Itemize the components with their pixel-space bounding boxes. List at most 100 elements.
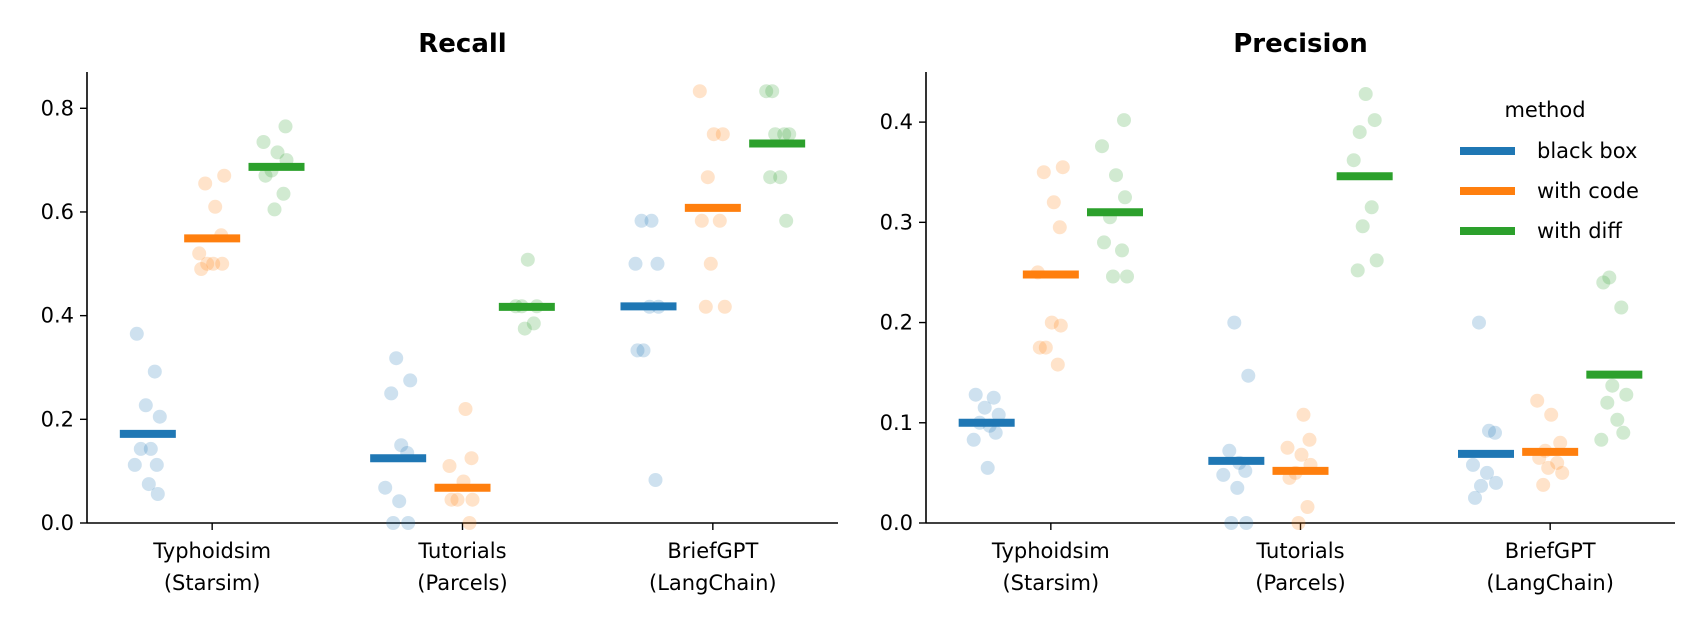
data-point xyxy=(980,460,995,475)
y-tick-label: 0.1 xyxy=(880,411,913,435)
data-point xyxy=(192,246,207,261)
data-point xyxy=(1118,190,1132,205)
data-point xyxy=(773,170,788,185)
y-tick-label: 0.0 xyxy=(41,511,74,535)
data-point xyxy=(1474,478,1488,493)
data-point xyxy=(1480,465,1494,480)
data-point xyxy=(1367,113,1382,128)
data-point xyxy=(1369,253,1384,268)
data-point xyxy=(150,487,165,501)
data-point xyxy=(779,213,794,228)
data-point xyxy=(1230,480,1245,495)
data-point xyxy=(267,202,282,217)
data-point xyxy=(1482,423,1496,438)
data-point xyxy=(152,409,167,424)
data-point xyxy=(384,386,399,401)
data-point xyxy=(1472,315,1486,330)
data-point xyxy=(1468,490,1482,505)
data-point xyxy=(1120,269,1134,284)
y-tick-label: 0.0 xyxy=(880,511,913,535)
data-point xyxy=(1224,516,1239,530)
legend-title: method xyxy=(1504,98,1585,122)
data-point xyxy=(692,84,707,99)
data-point xyxy=(389,351,404,366)
data-point xyxy=(1616,425,1631,440)
y-tick-label: 0.4 xyxy=(41,304,74,328)
data-point xyxy=(1222,443,1237,458)
data-point xyxy=(394,438,409,453)
data-point xyxy=(1466,457,1480,472)
y-tick-label: 0.8 xyxy=(41,96,74,120)
data-point xyxy=(1038,340,1053,355)
data-point xyxy=(1036,165,1051,180)
data-point xyxy=(194,262,209,276)
data-point xyxy=(1364,200,1379,215)
chart-title: Precision xyxy=(1233,29,1368,59)
legend-label: black box xyxy=(1537,139,1637,163)
data-point xyxy=(270,145,285,160)
y-tick-label: 0.3 xyxy=(880,210,913,234)
data-point xyxy=(715,127,730,142)
data-point xyxy=(1600,395,1615,410)
data-point xyxy=(700,170,715,185)
data-point xyxy=(991,407,1006,422)
data-point xyxy=(147,364,162,379)
data-point xyxy=(1106,269,1120,284)
data-point xyxy=(1055,160,1070,175)
data-point xyxy=(1044,315,1059,330)
y-tick-label: 0.2 xyxy=(41,407,74,431)
x-tick-label-line2: (LangChain) xyxy=(1486,571,1614,595)
data-point xyxy=(712,213,727,228)
data-point xyxy=(1050,357,1065,372)
data-point xyxy=(458,402,473,416)
data-point xyxy=(444,492,459,507)
data-point xyxy=(276,186,291,201)
data-point xyxy=(636,343,651,358)
data-point xyxy=(392,494,407,509)
chart-title: Recall xyxy=(418,29,506,59)
data-point xyxy=(763,170,778,185)
data-point xyxy=(1536,477,1551,492)
data-point xyxy=(1355,219,1370,234)
data-point xyxy=(1046,195,1061,210)
y-tick-label: 0.4 xyxy=(880,110,913,134)
data-point xyxy=(968,387,983,402)
x-tick-label-line2: (Starsim) xyxy=(1002,571,1099,595)
data-point xyxy=(768,127,783,142)
data-point xyxy=(698,299,713,314)
data-point xyxy=(1097,235,1111,250)
data-point xyxy=(462,516,477,530)
data-point xyxy=(129,326,144,341)
data-point xyxy=(1115,243,1129,258)
data-point xyxy=(650,256,665,271)
data-point xyxy=(1619,387,1634,402)
data-point xyxy=(777,127,792,142)
x-tick-label-line2: (Starsim) xyxy=(164,571,261,595)
x-tick-label-line2: (Parcels) xyxy=(417,571,507,595)
data-point xyxy=(1032,340,1047,355)
data-point xyxy=(1610,412,1625,427)
data-point xyxy=(1291,516,1306,530)
data-point xyxy=(1346,153,1361,168)
data-point xyxy=(1352,125,1367,140)
precision-panel: Precision 0.0 0.1 0.2 0.3 0.4 Typhoidsim (Stars… xyxy=(880,29,1675,595)
legend-label: with code xyxy=(1537,179,1639,203)
data-point xyxy=(765,84,780,99)
data-point xyxy=(141,477,156,492)
recall-panel: Recall 0.0 0.2 0.4 0.6 0.8 Typhoidsim (Starsim)… xyxy=(41,29,838,595)
data-point xyxy=(1602,270,1617,285)
data-point xyxy=(1605,378,1620,393)
data-point xyxy=(1095,139,1109,154)
x-tick-label-line1: Tutorials xyxy=(417,539,506,563)
data-point xyxy=(1052,220,1067,235)
data-point xyxy=(1614,300,1629,315)
x-tick-label-line1: Tutorials xyxy=(1255,539,1344,563)
data-point xyxy=(1300,500,1315,514)
data-point xyxy=(401,516,416,530)
data-point xyxy=(215,256,230,271)
data-point xyxy=(644,213,659,228)
x-tick-label-line1: Typhoidsim xyxy=(991,539,1110,563)
data-point xyxy=(450,492,465,507)
legend-label: with diff xyxy=(1537,219,1622,243)
